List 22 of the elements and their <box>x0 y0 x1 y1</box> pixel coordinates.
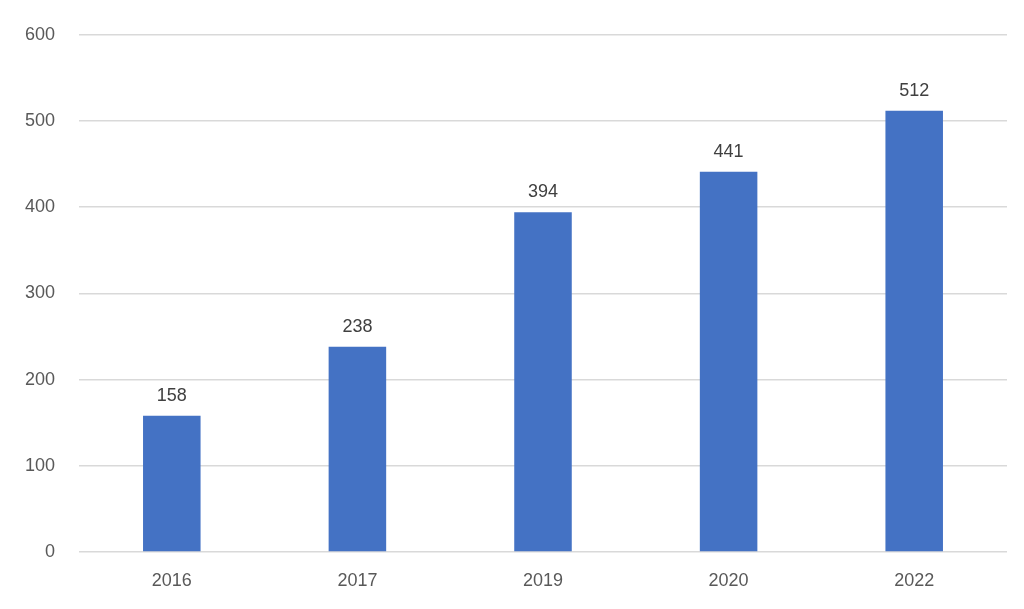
bar <box>143 415 201 552</box>
bar <box>885 110 943 552</box>
y-tick-label: 200 <box>24 368 55 389</box>
bar <box>514 212 572 552</box>
y-tick-label: 100 <box>24 454 55 475</box>
bar <box>699 171 758 552</box>
y-tick-label: 0 <box>44 540 55 561</box>
data-label: 512 <box>899 79 930 100</box>
data-label: 394 <box>527 181 559 202</box>
bar <box>328 346 387 552</box>
y-tick-label: 400 <box>24 196 55 217</box>
x-tick-label: 2020 <box>708 569 749 590</box>
x-tick-label: 2016 <box>151 569 192 590</box>
y-tick-label: 600 <box>24 23 55 44</box>
x-tick-label: 2022 <box>894 569 935 590</box>
x-tick-label: 2019 <box>522 569 564 590</box>
data-label: 158 <box>156 384 187 405</box>
data-label: 441 <box>713 140 744 161</box>
data-label: 238 <box>342 315 373 336</box>
x-tick-label: 2017 <box>337 569 378 590</box>
y-tick-label: 500 <box>24 109 55 130</box>
y-tick-label: 300 <box>24 282 55 303</box>
